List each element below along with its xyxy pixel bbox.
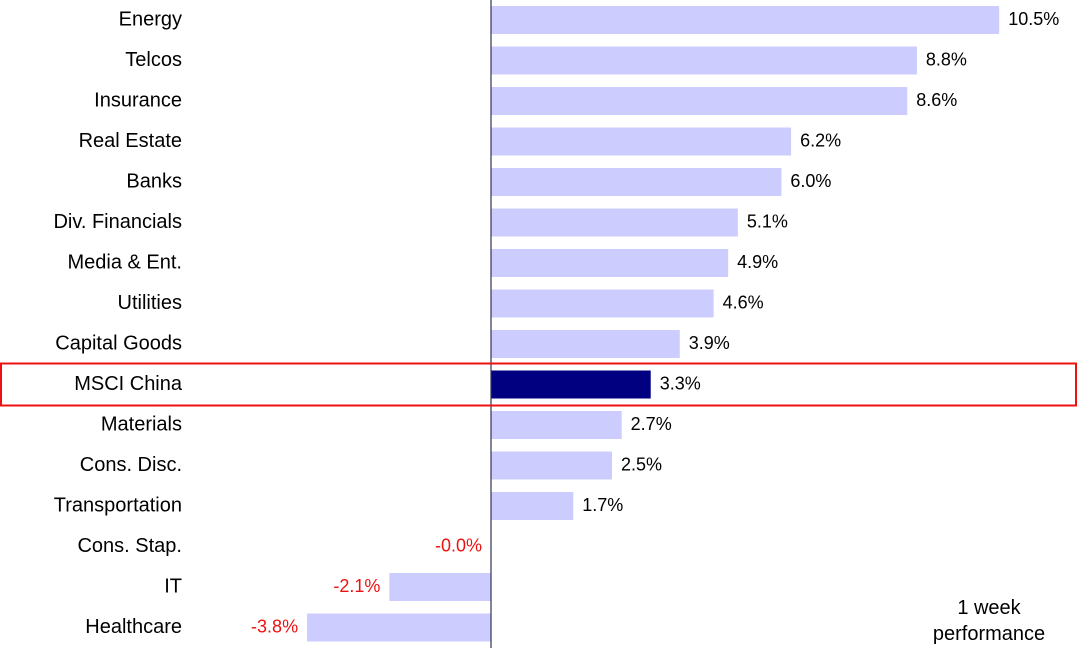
value-label-energy: 10.5% bbox=[1008, 9, 1059, 29]
value-label-msci-china: 3.3% bbox=[660, 373, 701, 393]
labels-layer: Energy 10.5% Telcos 8.8% Insurance 8.6% Real E… bbox=[53, 8, 1059, 638]
bar-cons-disc bbox=[491, 451, 612, 480]
category-label-cons-disc: Cons. Disc. bbox=[80, 454, 182, 476]
bar-transportation bbox=[491, 492, 574, 520]
category-label-it: IT bbox=[164, 575, 182, 597]
bar-real-estate bbox=[491, 127, 792, 156]
bar-healthcare bbox=[307, 613, 491, 642]
bar-insurance bbox=[491, 87, 908, 115]
category-label-real-estate: Real Estate bbox=[79, 130, 182, 152]
bar-msci-china bbox=[491, 370, 651, 399]
category-label-banks: Banks bbox=[126, 170, 182, 192]
value-label-media-ent: 4.9% bbox=[737, 252, 778, 272]
annotation-line-2: performance bbox=[933, 623, 1045, 645]
bar-energy bbox=[491, 6, 1000, 34]
value-label-healthcare: -3.8% bbox=[251, 616, 298, 636]
category-label-msci-china: MSCI China bbox=[74, 373, 183, 395]
bars-layer bbox=[307, 6, 1000, 642]
value-label-div-financials: 5.1% bbox=[747, 211, 788, 231]
bar-telcos bbox=[491, 46, 917, 75]
category-label-energy: Energy bbox=[119, 8, 182, 30]
category-label-healthcare: Healthcare bbox=[85, 616, 182, 638]
highlight-box bbox=[0, 362, 1077, 407]
value-label-cons-disc: 2.5% bbox=[621, 454, 662, 474]
category-label-media-ent: Media & Ent. bbox=[67, 251, 182, 273]
value-label-utilities: 4.6% bbox=[723, 292, 764, 312]
category-label-utilities: Utilities bbox=[118, 292, 182, 314]
value-label-it: -2.1% bbox=[333, 576, 380, 596]
value-label-cons-stap: -0.0% bbox=[435, 535, 482, 555]
category-label-cons-stap: Cons. Stap. bbox=[77, 535, 182, 557]
category-label-capital-goods: Capital Goods bbox=[55, 332, 182, 354]
value-label-transportation: 1.7% bbox=[582, 495, 623, 515]
value-label-capital-goods: 3.9% bbox=[689, 333, 730, 353]
value-label-real-estate: 6.2% bbox=[800, 130, 841, 150]
category-label-transportation: Transportation bbox=[54, 494, 182, 516]
bar-capital-goods bbox=[491, 330, 680, 358]
category-label-telcos: Telcos bbox=[125, 49, 182, 71]
value-label-telcos: 8.8% bbox=[926, 49, 967, 69]
bar-utilities bbox=[491, 289, 714, 318]
bar-banks bbox=[491, 168, 782, 196]
value-label-banks: 6.0% bbox=[790, 171, 831, 191]
bar-media-ent bbox=[491, 249, 729, 277]
bar-materials bbox=[491, 411, 622, 439]
bar-div-financials bbox=[491, 208, 738, 237]
value-label-materials: 2.7% bbox=[631, 414, 672, 434]
category-label-insurance: Insurance bbox=[94, 89, 182, 111]
value-label-insurance: 8.6% bbox=[916, 90, 957, 110]
annotation-line-1: 1 week bbox=[957, 597, 1021, 619]
category-label-div-financials: Div. Financials bbox=[53, 211, 182, 233]
bar-it bbox=[389, 573, 491, 601]
category-label-materials: Materials bbox=[101, 413, 182, 435]
